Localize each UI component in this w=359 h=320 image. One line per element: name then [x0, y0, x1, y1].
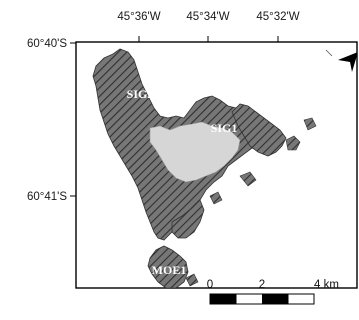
islet [285, 135, 301, 151]
north-arrow-icon [325, 49, 357, 72]
latitude-label: 60°40'S [27, 38, 67, 50]
scale-label-2: 2 [259, 279, 265, 291]
site-label-sig2: SIG2 [127, 87, 154, 101]
island-moe1 [147, 245, 189, 288]
longitude-label: 45°36'W [117, 11, 160, 23]
longitude-label: 45°34'W [186, 11, 229, 23]
latitude-ticks [70, 42, 76, 197]
scale-label-0: 0 [207, 279, 213, 291]
longitude-ticks [138, 36, 279, 42]
longitude-label: 45°32'W [256, 11, 299, 23]
site-label-sig1: SIG1 [211, 121, 238, 135]
site-label-moe1: MOE1 [152, 263, 187, 277]
island-south-spur [171, 199, 205, 239]
ice-free-area [149, 121, 241, 183]
scale-bar [209, 293, 315, 305]
islet [209, 191, 223, 205]
islet [239, 171, 257, 187]
latitude-label: 60°41'S [27, 191, 67, 203]
islet [303, 117, 317, 131]
scale-label-4km: 4 km [314, 279, 339, 291]
islet [185, 273, 199, 287]
island-lobe-east [231, 103, 287, 157]
